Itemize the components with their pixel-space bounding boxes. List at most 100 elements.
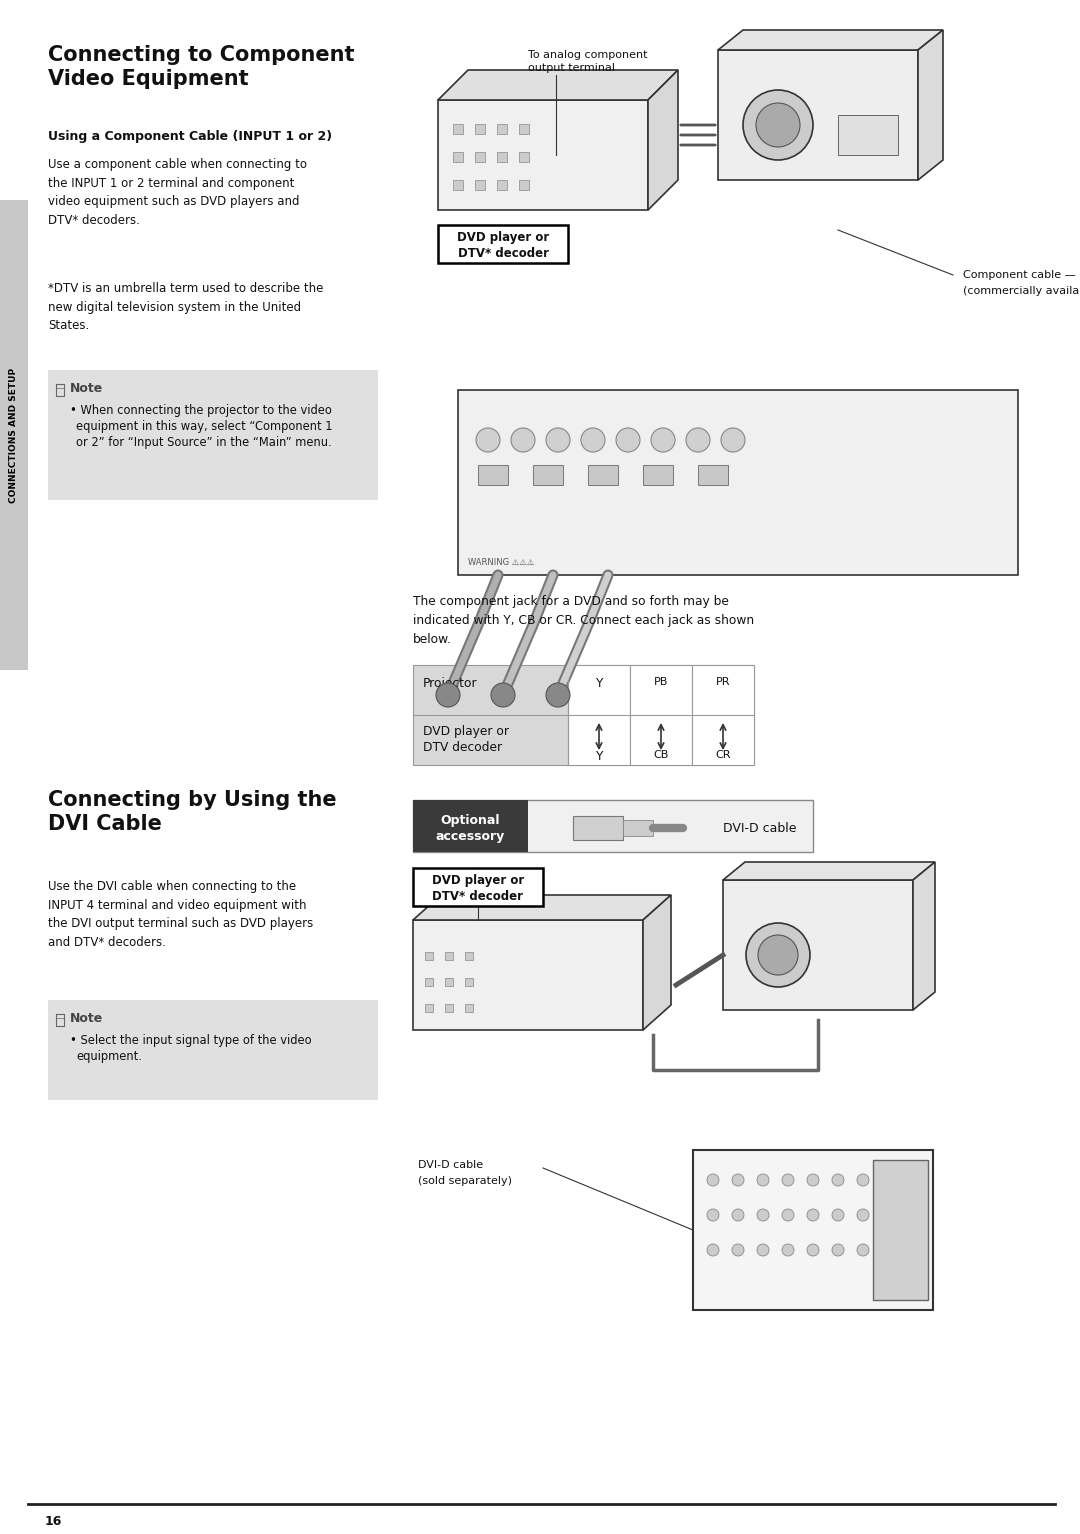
Bar xyxy=(643,465,673,485)
Bar xyxy=(568,666,630,765)
Text: DTV decoder: DTV decoder xyxy=(423,741,502,755)
Polygon shape xyxy=(913,862,935,1009)
Circle shape xyxy=(782,1209,794,1221)
Bar xyxy=(445,979,453,986)
Circle shape xyxy=(476,428,500,453)
Bar xyxy=(413,920,643,1029)
Bar xyxy=(453,124,463,133)
Bar xyxy=(475,124,485,133)
Circle shape xyxy=(832,1244,843,1256)
Text: *DTV is an umbrella term used to describe the
new digital television system in t: *DTV is an umbrella term used to describ… xyxy=(48,282,323,331)
Text: Connecting to Component
Video Equipment: Connecting to Component Video Equipment xyxy=(48,44,354,89)
Circle shape xyxy=(858,1209,869,1221)
Text: Using a Component Cable (INPUT 1 or 2): Using a Component Cable (INPUT 1 or 2) xyxy=(48,130,333,143)
Bar xyxy=(426,953,433,960)
Bar xyxy=(519,179,529,190)
Bar xyxy=(519,152,529,163)
Bar xyxy=(453,152,463,163)
Bar xyxy=(623,821,653,836)
Bar xyxy=(693,1150,933,1310)
Polygon shape xyxy=(648,71,678,210)
Text: WARNING ⚠⚠⚠: WARNING ⚠⚠⚠ xyxy=(468,558,535,568)
Bar xyxy=(497,124,507,133)
Circle shape xyxy=(686,428,710,453)
Circle shape xyxy=(882,1209,894,1221)
Bar xyxy=(497,179,507,190)
Text: Note: Note xyxy=(70,382,104,394)
Circle shape xyxy=(757,1209,769,1221)
Text: CONNECTIONS AND SETUP: CONNECTIONS AND SETUP xyxy=(10,368,18,503)
Circle shape xyxy=(651,428,675,453)
Text: • Select the input signal type of the video: • Select the input signal type of the vi… xyxy=(70,1034,312,1048)
Circle shape xyxy=(858,1244,869,1256)
Circle shape xyxy=(436,683,460,707)
Circle shape xyxy=(832,1174,843,1186)
Bar xyxy=(48,1000,378,1100)
Bar xyxy=(478,465,508,485)
Bar xyxy=(718,51,918,179)
Text: equipment.: equipment. xyxy=(76,1049,141,1063)
Polygon shape xyxy=(918,31,943,179)
Circle shape xyxy=(807,1244,819,1256)
Circle shape xyxy=(807,1209,819,1221)
Bar xyxy=(475,179,485,190)
Circle shape xyxy=(757,1244,769,1256)
Text: DTV* decoder: DTV* decoder xyxy=(432,890,524,904)
Bar xyxy=(873,1160,928,1299)
Bar xyxy=(698,465,728,485)
Circle shape xyxy=(757,1174,769,1186)
Text: Component cable —: Component cable — xyxy=(963,270,1076,281)
Bar xyxy=(48,370,378,500)
Bar xyxy=(453,179,463,190)
Circle shape xyxy=(721,428,745,453)
Text: Note: Note xyxy=(70,1012,104,1025)
Text: DVI-D cable: DVI-D cable xyxy=(418,1160,483,1170)
Bar xyxy=(573,816,623,841)
Text: PR: PR xyxy=(716,676,730,687)
Circle shape xyxy=(707,1174,719,1186)
Text: or 2” for “Input Source” in the “Main” menu.: or 2” for “Input Source” in the “Main” m… xyxy=(76,436,332,449)
Bar xyxy=(838,115,897,155)
Text: DTV* decoder: DTV* decoder xyxy=(458,247,549,259)
Bar xyxy=(497,152,507,163)
Bar xyxy=(630,666,692,765)
Text: accessory: accessory xyxy=(435,830,504,844)
Text: Use the DVI cable when connecting to the
INPUT 4 terminal and video equipment wi: Use the DVI cable when connecting to the… xyxy=(48,881,313,948)
Bar xyxy=(465,979,473,986)
Bar xyxy=(519,124,529,133)
Bar xyxy=(438,100,648,210)
Text: • When connecting the projector to the video: • When connecting the projector to the v… xyxy=(70,403,332,417)
Bar xyxy=(475,152,485,163)
Bar xyxy=(438,225,568,262)
Bar xyxy=(465,1003,473,1012)
Bar xyxy=(426,979,433,986)
Bar xyxy=(588,465,618,485)
Bar xyxy=(413,666,754,765)
Circle shape xyxy=(732,1244,744,1256)
Bar xyxy=(458,390,1018,575)
Circle shape xyxy=(858,1174,869,1186)
Text: Use a component cable when connecting to
the INPUT 1 or 2 terminal and component: Use a component cable when connecting to… xyxy=(48,158,307,227)
Polygon shape xyxy=(438,71,678,100)
Text: (commercially available): (commercially available) xyxy=(963,285,1080,296)
Text: (sold separately): (sold separately) xyxy=(418,1177,512,1186)
Circle shape xyxy=(546,683,570,707)
Text: Projector: Projector xyxy=(423,676,477,690)
Bar xyxy=(413,868,543,907)
Text: DVD player or: DVD player or xyxy=(432,874,524,887)
Circle shape xyxy=(882,1174,894,1186)
Text: Y: Y xyxy=(595,676,603,690)
Text: PB: PB xyxy=(653,676,669,687)
Bar xyxy=(534,465,563,485)
Circle shape xyxy=(782,1174,794,1186)
Text: Optional: Optional xyxy=(441,815,500,827)
Circle shape xyxy=(746,923,810,986)
Circle shape xyxy=(832,1209,843,1221)
Text: CR: CR xyxy=(715,750,731,759)
Bar xyxy=(445,953,453,960)
Circle shape xyxy=(743,91,813,160)
Text: 16: 16 xyxy=(45,1516,63,1528)
Circle shape xyxy=(782,1244,794,1256)
Circle shape xyxy=(581,428,605,453)
Circle shape xyxy=(546,428,570,453)
